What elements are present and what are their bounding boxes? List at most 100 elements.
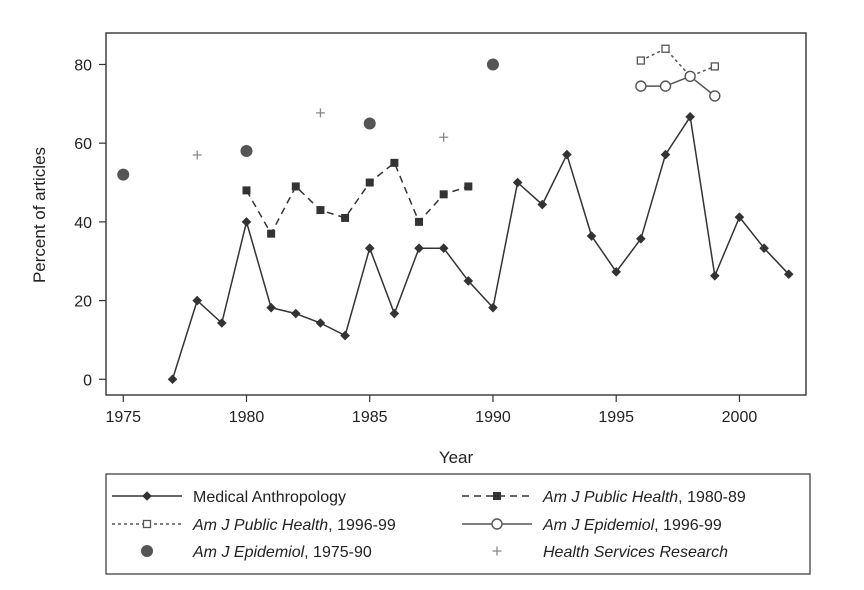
point-med-anth-1996 [636, 233, 646, 244]
point-ajph-80-1984 [341, 213, 350, 222]
legend-label-med-anth: Medical Anthropology [193, 489, 346, 506]
legend-item-hsr: Health Services Research [492, 544, 728, 561]
legend-marker-aje-75 [141, 545, 153, 557]
point-aje-96-1997 [659, 80, 672, 92]
legend-marker-med-anth [142, 491, 152, 501]
legend: Medical Anthropology Am J Public Health, … [112, 489, 746, 561]
point-med-anth-1990 [488, 302, 498, 313]
legend-item-med-anth: Medical Anthropology [112, 489, 346, 506]
point-ajph-96-1997 [661, 44, 670, 53]
point-med-anth-1991 [512, 177, 523, 188]
point-med-anth-1978 [192, 295, 202, 306]
point-hsr-1988 [439, 132, 449, 142]
series-line-ajph-80 [245, 161, 469, 236]
point-ajph-96-1999 [710, 62, 719, 71]
legend-label-italic-aje-96: Am J Epidemiol [542, 517, 655, 534]
series-layer [117, 44, 794, 385]
point-ajph-96-1996 [636, 56, 646, 65]
y-tick-label-40: 40 [74, 215, 92, 232]
point-med-anth-1982 [290, 308, 301, 319]
legend-item-aje-75: Am J Epidemiol, 1975-90 [141, 544, 372, 561]
point-med-anth-1988 [438, 243, 449, 254]
point-med-anth-1985 [364, 243, 375, 254]
legend-box [105, 473, 811, 575]
point-med-anth-1989 [463, 276, 474, 286]
point-aje-75-1980 [240, 145, 253, 158]
y-tick-label-80: 80 [74, 57, 92, 74]
legend-label-aje-96: Am J Epidemiol, 1996-99 [542, 517, 722, 534]
x-tick-label-2000: 2000 [722, 409, 758, 426]
series-line-aje-96 [640, 75, 716, 97]
point-med-anth-1987 [414, 243, 424, 254]
legend-item-ajph-96: Am J Public Health, 1996-99 [112, 517, 396, 534]
series-hsr [192, 108, 449, 160]
x-tick-label-1980: 1980 [229, 409, 265, 426]
series-med-anth [167, 112, 794, 385]
legend-item-aje-96: Am J Epidemiol, 1996-99 [462, 517, 722, 534]
series-aje-75 [117, 58, 499, 181]
y-tick-label-60: 60 [74, 136, 92, 153]
point-ajph-80-1989 [464, 182, 473, 191]
x-tick-label-1995: 1995 [598, 409, 634, 426]
series-ajph-96 [636, 44, 719, 81]
point-med-anth-1999 [710, 270, 720, 281]
point-med-anth-1977 [167, 374, 178, 385]
x-tick-label-1990: 1990 [475, 409, 511, 426]
series-line-ajph-96 [640, 47, 716, 78]
legend-marker-hsr [492, 546, 502, 556]
legend-marker-ajph-80 [493, 492, 501, 500]
point-ajph-80-1983 [316, 206, 325, 215]
point-ajph-80-1981 [267, 229, 276, 238]
point-med-anth-1995 [611, 267, 622, 277]
y-tick-label-0: 0 [83, 372, 92, 389]
legend-label-rest-ajph-80: , 1980-89 [678, 489, 746, 506]
plot-frame [105, 32, 807, 396]
legend-label-aje-75: Am J Epidemiol, 1975-90 [192, 544, 372, 561]
x-tick-label-1975: 1975 [105, 409, 141, 426]
legend-label-italic-aje-75: Am J Epidemiol [192, 544, 305, 561]
point-med-anth-1994 [586, 231, 597, 241]
legend-label-italic-hsr: Health Services Research [543, 544, 728, 561]
point-aje-96-1998 [684, 70, 696, 82]
point-aje-96-1999 [709, 90, 721, 102]
point-med-anth-1986 [389, 308, 400, 319]
point-med-anth-2001 [759, 243, 769, 254]
legend-label-rest-aje-75: , 1975-90 [304, 544, 372, 561]
legend-label-ajph-96: Am J Public Health, 1996-99 [192, 517, 396, 534]
point-ajph-80-1980 [242, 186, 251, 195]
point-hsr-1978 [192, 150, 202, 160]
point-hsr-1983 [315, 108, 325, 118]
legend-marker-ajph-96 [142, 519, 152, 529]
legend-label-italic-ajph-96: Am J Public Health [192, 517, 328, 534]
legend-label-ajph-80: Am J Public Health, 1980-89 [542, 489, 746, 506]
point-med-anth-2002 [783, 269, 794, 280]
point-ajph-80-1986 [390, 158, 399, 167]
x-tick-label-1985: 1985 [352, 409, 388, 426]
point-ajph-80-1985 [365, 178, 374, 187]
series-aje-96 [635, 70, 721, 102]
point-med-anth-1983 [315, 318, 326, 328]
series-line-med-anth [171, 114, 790, 380]
legend-label-italic-ajph-80: Am J Public Health [542, 489, 678, 506]
point-med-anth-2000 [734, 212, 745, 222]
x-axis-label: Year [439, 448, 474, 467]
y-axis-label: Percent of articles [30, 147, 49, 283]
point-med-anth-1993 [562, 149, 572, 160]
legend-label-rest-aje-96: , 1996-99 [654, 517, 722, 534]
legend-marker-aje-96 [491, 518, 503, 530]
point-aje-75-1990 [486, 58, 499, 71]
point-med-anth-1997 [660, 149, 671, 160]
point-aje-75-1985 [363, 117, 376, 130]
point-ajph-80-1987 [415, 217, 424, 226]
y-tick-label-20: 20 [74, 294, 92, 311]
point-ajph-80-1982 [291, 182, 300, 191]
point-aje-75-1975 [117, 168, 130, 181]
point-med-anth-1979 [217, 318, 227, 328]
legend-item-ajph-80: Am J Public Health, 1980-89 [462, 489, 746, 506]
axes: 1975 1980 1985 1990 1995 2000 0 20 40 60 80 [74, 57, 757, 426]
point-ajph-80-1988 [439, 190, 448, 199]
series-ajph-80 [242, 158, 473, 238]
point-med-anth-1981 [266, 302, 276, 313]
point-med-anth-1992 [537, 199, 548, 210]
